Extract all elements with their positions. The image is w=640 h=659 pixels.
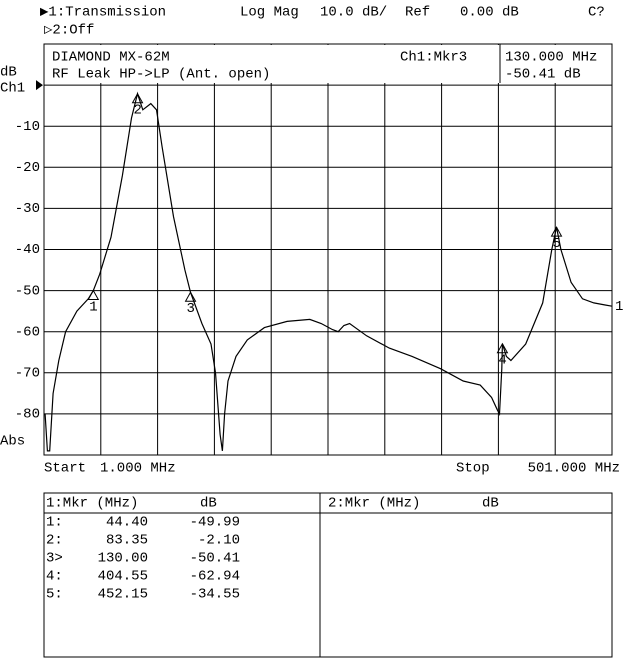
table-row-label: 4:: [46, 569, 63, 585]
marker: [131, 92, 144, 104]
channel1-label: ▶1:Transmission: [40, 5, 166, 21]
stop-word: Stop: [456, 461, 490, 477]
table-header: 2:Mkr (MHz): [328, 496, 420, 512]
marker: [496, 342, 509, 354]
table-unit: dB: [200, 496, 217, 512]
table-db: -62.94: [190, 569, 240, 585]
y-tick-label: -50: [15, 283, 40, 299]
y-mode: Abs: [0, 434, 25, 450]
marker: [184, 291, 197, 302]
table-row-label: 2:: [46, 533, 63, 549]
ref-text: 0.00 dB: [460, 5, 519, 21]
y-unit: dB: [0, 65, 17, 81]
chart-subtitle: RF Leak HP->LP (Ant. open): [52, 67, 270, 83]
y-tick-label: -30: [15, 201, 40, 217]
ref-word: Ref: [405, 5, 430, 21]
table-freq: 83.35: [106, 533, 148, 549]
marker-number: 5: [553, 236, 561, 252]
active-marker-value: -50.41 dB: [505, 67, 581, 83]
y-tick-label: -10: [15, 119, 40, 135]
table-db: -2.10: [198, 533, 240, 549]
reference-arrow: [36, 80, 43, 91]
table-freq: 404.55: [98, 569, 148, 585]
table-row-label: 1:: [46, 515, 63, 531]
table-header: 1:Mkr (MHz): [46, 496, 138, 512]
marker-number: 1: [89, 299, 97, 315]
y-tick-label: -40: [15, 242, 40, 258]
trace: [44, 91, 613, 452]
table-freq: 130.00: [98, 551, 148, 567]
table-unit: dB: [482, 496, 499, 512]
stop-text: 501.000 MHz: [528, 461, 620, 477]
table-freq: 452.15: [98, 587, 148, 603]
table-freq: 44.40: [106, 515, 148, 531]
y-tick-label: -70: [15, 366, 40, 382]
marker-table: [43, 492, 613, 658]
active-marker-freq: 130.000 MHz: [505, 50, 597, 66]
table-row-label: 5:: [46, 587, 63, 603]
marker-number: 2: [134, 102, 142, 118]
ref-channel: Ch1: [0, 81, 25, 97]
start-text: 1.000 MHz: [100, 461, 176, 477]
chart-title: DIAMOND MX-62M: [52, 50, 170, 66]
start-word: Start: [44, 461, 86, 477]
trace-label: 1: [615, 299, 623, 315]
scale-label: 10.0 dB/: [320, 5, 387, 21]
marker: [87, 289, 100, 301]
active-marker-name: Ch1:Mkr3: [400, 50, 467, 66]
marker: [550, 226, 563, 237]
annotation-bg: [45, 45, 611, 83]
table-db: -34.55: [190, 587, 240, 603]
table-db: -49.99: [190, 515, 240, 531]
cal-label: C?: [588, 5, 605, 21]
marker-number: 3: [187, 301, 195, 317]
y-tick-label: -60: [15, 324, 40, 340]
table-row-label: 3>: [46, 551, 63, 567]
table-db: -50.41: [190, 551, 240, 567]
y-tick-label: -20: [15, 160, 40, 176]
y-tick-label: -80: [15, 407, 40, 423]
channel2-label: ▷2:Off: [44, 23, 94, 39]
format-label: Log Mag: [240, 5, 299, 21]
marker-number: 4: [498, 352, 506, 368]
